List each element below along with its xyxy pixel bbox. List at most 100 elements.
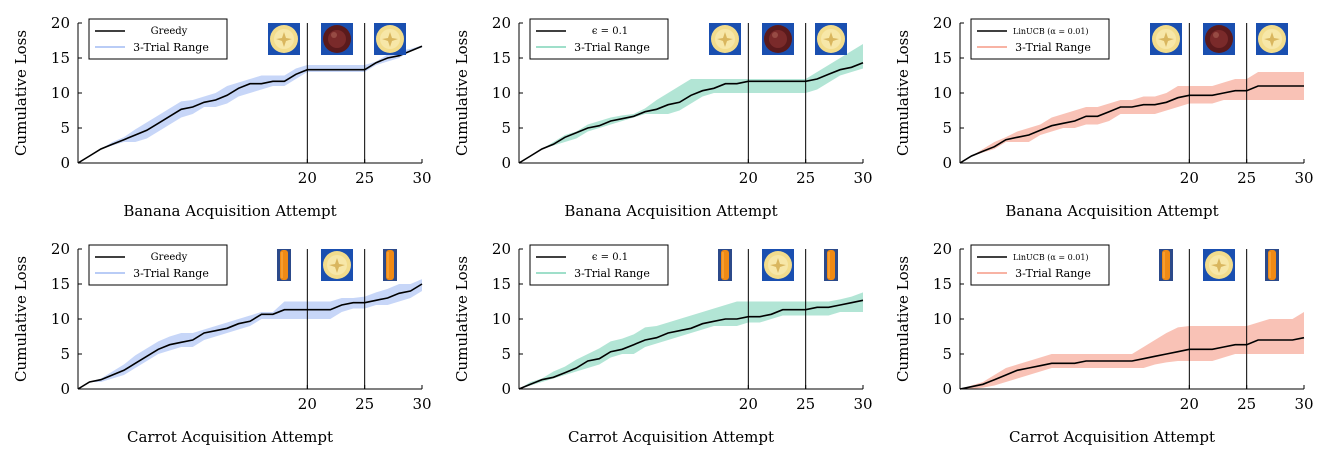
chart-3: 0 5 10 15 20 20 25 30 Banana Acquisition Attempt…: [894, 14, 1314, 220]
x-axis-label: Carrot Acquisition Attempt: [568, 428, 774, 446]
banana-thumbnail-3: [815, 23, 847, 55]
y-axis-label: Cumulative Loss: [453, 256, 471, 382]
x-axis-label: Banana Acquisition Attempt: [1005, 202, 1218, 220]
x-axis-label: Carrot Acquisition Attempt: [127, 428, 333, 446]
chart-4: 0 5 10 15 20 20 25 30 Carrot Acquisition Attempt…: [12, 240, 432, 446]
chart-5: 0 5 10 15 20 20 25 30 Carrot Acquisition Attempt…: [453, 240, 873, 446]
series-line: [959, 85, 1304, 164]
legend-entry-series: Greedy: [151, 26, 188, 37]
banana-center: [770, 258, 786, 273]
chart-1: 0 5 10 15 20 20 25 30 Banana Acquisition Attempt…: [12, 14, 432, 220]
legend-box: [970, 18, 1110, 60]
legend: LinUCB (α = 0.01) 3-Trial Range: [970, 244, 1110, 286]
y-tick-label: 0: [60, 154, 70, 172]
range-band: [960, 312, 1304, 389]
x-tick-label: 20: [1180, 169, 1199, 187]
y-tick-label: 10: [492, 310, 511, 328]
banana-center: [1264, 32, 1280, 47]
series-line: [518, 61, 864, 164]
apple-thumbnail-2: [1203, 23, 1235, 55]
y-axis-label: Cumulative Loss: [894, 30, 912, 156]
apple-flesh: [328, 30, 346, 48]
x-axis-label: Carrot Acquisition Attempt: [1009, 428, 1215, 446]
range-band: [519, 44, 863, 163]
legend: Greedy 3-Trial Range: [88, 18, 228, 60]
y-tick-label: 20: [51, 14, 70, 32]
chart-panel-3: 0 5 10 15 20 20 25 30 Banana Acquisition Attempt…: [882, 0, 1323, 226]
carrot-slice: [386, 250, 394, 280]
legend-entry-series: ϵ = 0.1: [592, 26, 628, 37]
legend-box: [529, 18, 669, 60]
y-tick-label: 15: [492, 49, 511, 67]
apple-highlight: [1213, 32, 1219, 38]
carrot-thumbnail-3: [824, 249, 838, 281]
legend: ϵ = 0.1 3-Trial Range: [529, 244, 669, 286]
legend-entry-range: 3-Trial Range: [133, 267, 209, 280]
banana-center: [329, 258, 345, 273]
y-tick-label: 20: [492, 14, 511, 32]
x-tick-label: 30: [853, 395, 872, 413]
banana-thumbnail-1: [709, 23, 741, 55]
y-tick-label: 20: [51, 240, 70, 258]
x-tick-label: 25: [796, 395, 815, 413]
y-tick-label: 15: [933, 275, 952, 293]
banana-center: [1158, 32, 1174, 47]
x-tick-label: 30: [853, 169, 872, 187]
y-tick-label: 5: [942, 345, 952, 363]
x-tick-label: 25: [1237, 395, 1256, 413]
banana-thumbnail-2: [321, 249, 353, 281]
y-tick-label: 5: [60, 119, 70, 137]
legend-box: [970, 244, 1110, 286]
apple-flesh: [769, 30, 787, 48]
y-tick-label: 5: [60, 345, 70, 363]
y-tick-label: 5: [942, 119, 952, 137]
banana-center: [276, 32, 292, 47]
y-tick-label: 15: [933, 49, 952, 67]
carrot-slice: [721, 250, 729, 280]
x-tick-label: 30: [412, 169, 431, 187]
y-tick-label: 15: [51, 275, 70, 293]
x-tick-label: 30: [412, 395, 431, 413]
chart-6: 0 5 10 15 20 20 25 30 Carrot Acquisition Attempt…: [894, 240, 1314, 446]
series-line: [77, 283, 423, 390]
y-axis-label: Cumulative Loss: [12, 256, 30, 382]
y-tick-label: 20: [933, 240, 952, 258]
y-tick-label: 15: [492, 275, 511, 293]
y-axis-label: Cumulative Loss: [894, 256, 912, 382]
x-tick-label: 20: [1180, 395, 1199, 413]
thumbnails: [1150, 23, 1288, 55]
y-tick-label: 20: [492, 240, 511, 258]
banana-thumbnail-3: [374, 23, 406, 55]
carrot-thumbnail-1: [718, 249, 732, 281]
y-axis-label: Cumulative Loss: [453, 30, 471, 156]
y-tick-label: 0: [60, 380, 70, 398]
carrot-slice: [280, 250, 288, 280]
x-tick-label: 25: [1237, 169, 1256, 187]
apple-thumbnail-2: [321, 23, 353, 55]
chart-2: 0 5 10 15 20 20 25 30 Banana Acquisition Attempt…: [453, 14, 873, 220]
banana-thumbnail-2: [762, 249, 794, 281]
legend-entry-range: 3-Trial Range: [574, 41, 650, 54]
legend-entry-series: LinUCB (α = 0.01): [1013, 27, 1089, 36]
x-tick-label: 20: [739, 169, 758, 187]
x-tick-label: 20: [298, 395, 317, 413]
y-axis-label: Cumulative Loss: [12, 30, 30, 156]
chart-panel-2: 0 5 10 15 20 20 25 30 Banana Acquisition Attempt…: [441, 0, 882, 226]
y-tick-label: 20: [933, 14, 952, 32]
y-tick-label: 10: [933, 84, 952, 102]
banana-thumbnail-1: [268, 23, 300, 55]
y-tick-label: 0: [942, 380, 952, 398]
x-axis-label: Banana Acquisition Attempt: [564, 202, 777, 220]
chart-panel-6: 0 5 10 15 20 20 25 30 Carrot Acquisition Attempt…: [882, 226, 1323, 451]
legend-entry-range: 3-Trial Range: [574, 267, 650, 280]
thumbnails: [277, 249, 397, 281]
legend-box: [529, 244, 669, 286]
y-tick-label: 0: [501, 154, 511, 172]
range-band: [519, 292, 863, 389]
legend-entry-range: 3-Trial Range: [1015, 267, 1091, 280]
x-tick-label: 20: [739, 395, 758, 413]
carrot-slice: [1268, 250, 1276, 280]
banana-center: [717, 32, 733, 47]
apple-highlight: [772, 32, 778, 38]
series-line: [77, 45, 423, 164]
